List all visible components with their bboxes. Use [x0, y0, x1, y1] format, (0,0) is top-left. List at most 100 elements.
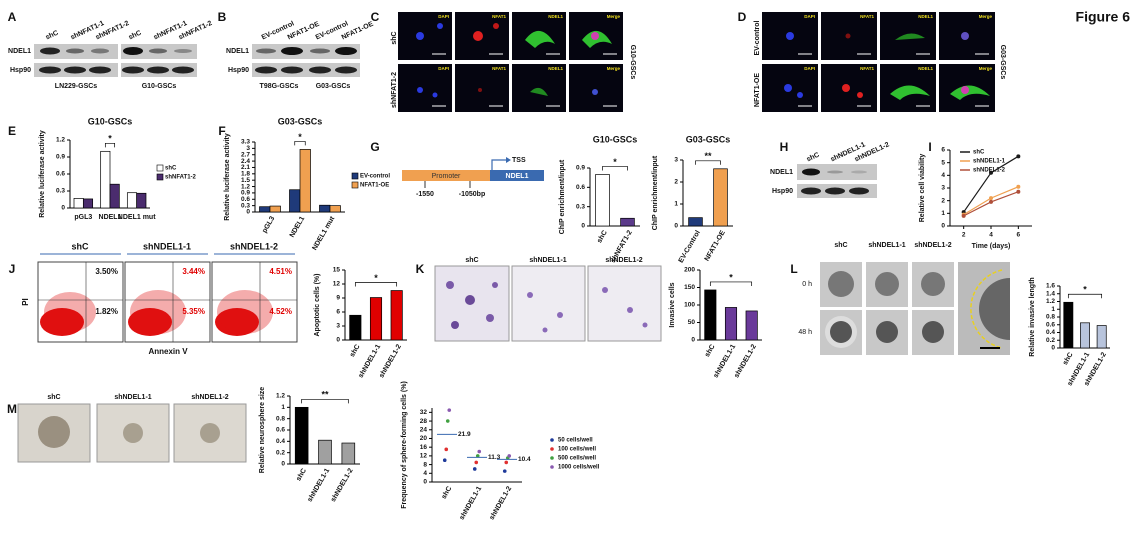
flow-plots	[37, 253, 298, 343]
y-axis-label: Apoptotic cells (%)	[314, 273, 321, 336]
y-tick-label: 0	[246, 209, 250, 216]
column-label: NFAT1	[492, 66, 506, 71]
column-label: NDEL1	[918, 66, 933, 71]
bar	[259, 206, 271, 213]
promoter-diagram	[402, 157, 544, 188]
x-tick-label: shC	[1062, 351, 1075, 366]
quadrant-label: 4.51%	[269, 267, 292, 276]
y-tick-label: 0.3	[576, 203, 585, 210]
x-tick-label: 2	[962, 232, 966, 239]
y-tick-label: 1.8	[241, 171, 250, 178]
point	[445, 419, 450, 423]
y-axis-label: Invasive cells	[669, 282, 676, 327]
y-tick-label: 0.6	[1046, 321, 1055, 328]
y-tick-label: 5	[941, 159, 945, 166]
bar	[1096, 325, 1107, 349]
lane-label: shC	[806, 152, 821, 164]
y-tick-label: 3	[246, 145, 250, 152]
y-tick-label: 2.4	[241, 158, 250, 165]
significance-label: **	[321, 390, 329, 400]
panel-letter: M	[7, 402, 17, 416]
bar	[1063, 301, 1074, 349]
legend-marker	[550, 456, 554, 460]
y-tick-label: 2.1	[241, 164, 250, 171]
y-tick-label: 200	[684, 267, 695, 274]
significance-label: *	[613, 157, 617, 167]
row-label: 48 h	[798, 329, 812, 336]
bar	[73, 198, 84, 209]
images-d	[762, 12, 995, 112]
tss-label: TSS	[512, 157, 526, 164]
y-tick-label: 0.6	[241, 196, 250, 203]
y-tick-label: 100	[684, 302, 695, 309]
legend-swatch	[351, 172, 359, 180]
y-tick-label: 1.2	[241, 183, 250, 190]
image-title: shNDEL1-1	[529, 257, 566, 264]
bar	[369, 297, 383, 341]
images-c	[398, 12, 623, 112]
bar	[329, 205, 341, 213]
panel-letter: E	[8, 124, 16, 138]
y-tick-label: 0	[281, 461, 285, 468]
significance-label: *	[108, 134, 112, 144]
bar	[390, 290, 403, 341]
x-tick-label: shC	[349, 343, 362, 358]
y-axis-label: Relative neurosphere size	[259, 387, 266, 473]
chart-title: G10-GSCs	[88, 116, 133, 126]
row-label: NFAT1-OE	[754, 73, 761, 107]
row-label: Hsp90	[228, 67, 249, 74]
significance-bracket	[104, 142, 116, 148]
plot-title: shC	[71, 241, 89, 251]
x-tick-label: 6	[1017, 232, 1021, 239]
side-label: G03-GSCs	[999, 45, 1006, 80]
blot-h	[797, 164, 877, 198]
point	[475, 454, 480, 458]
group-label: G03-GSCs	[316, 83, 351, 90]
legend-swatch	[156, 164, 164, 172]
y-tick-label: 0	[941, 223, 945, 230]
y-tick-label: 24	[420, 426, 428, 433]
chart-title: G03-GSCs	[686, 134, 731, 144]
y-tick-label: 0.8	[276, 415, 285, 422]
y-tick-label: 0	[61, 205, 65, 212]
gene-label: NDEL1	[506, 173, 529, 180]
point	[474, 460, 479, 465]
bar	[349, 314, 362, 341]
y-tick-label: 16	[420, 444, 428, 451]
y-tick-label: 4	[941, 172, 945, 179]
significance-label: **	[704, 151, 712, 161]
y-tick-label: 4	[423, 470, 427, 477]
legend-label: shNFAT1-2	[165, 175, 197, 181]
significance-bracket	[301, 398, 349, 404]
significance-label: *	[729, 272, 733, 282]
column-label: NFAT1	[492, 14, 506, 19]
y-axis-label: ChIP enrichment/input	[652, 155, 659, 230]
y-tick-label: 0.6	[576, 184, 585, 191]
point	[444, 447, 449, 452]
x-tick-label: shNDEL1-2	[378, 343, 403, 379]
legend-marker	[550, 438, 554, 442]
chart-title: G10-GSCs	[593, 134, 638, 144]
panel-letter: B	[218, 10, 227, 24]
bar	[294, 406, 309, 465]
column-label: NDEL1	[548, 14, 563, 19]
point	[961, 213, 966, 218]
row-label: shNFAT1-2	[391, 72, 398, 108]
y-tick-label: 0.9	[56, 154, 65, 161]
y-tick-label: 2	[674, 179, 678, 186]
y-tick-label: 9	[336, 295, 340, 302]
y-axis-label: Relative luciferase activity	[224, 133, 231, 221]
x-tick-label: pGL3	[261, 215, 276, 234]
y-tick-label: 2.7	[241, 151, 250, 158]
quadrant-label: 1.82%	[95, 307, 118, 316]
y-tick-label: 6	[941, 147, 945, 154]
bar	[1080, 322, 1090, 349]
point	[502, 469, 507, 473]
y-tick-label: 1	[281, 404, 285, 411]
panel-letter: H	[780, 140, 789, 154]
x-tick-label: shC	[295, 467, 308, 482]
y-axis-label: ChIP enrichment/input	[559, 159, 566, 234]
column-label: DAPI	[804, 66, 815, 71]
y-tick-label: 150	[684, 284, 695, 291]
significance-bracket	[709, 281, 753, 286]
